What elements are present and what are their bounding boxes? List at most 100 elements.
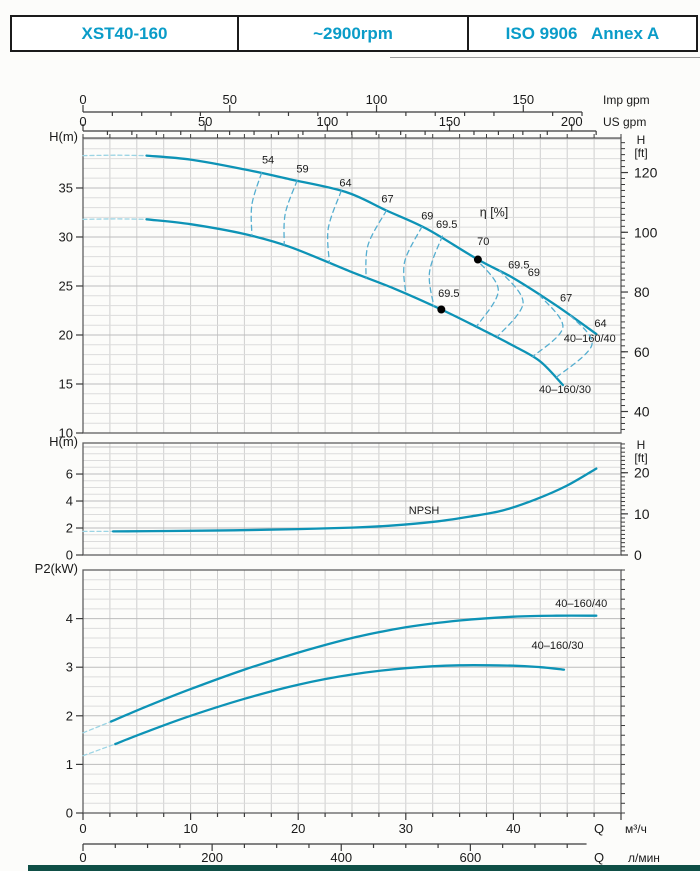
- efficiency-contour-64: [326, 190, 342, 264]
- m3h-tick-label: 20: [291, 821, 305, 836]
- m3h-tick-label: 0: [79, 821, 86, 836]
- curve-label-NPSH: NPSH: [409, 505, 440, 517]
- y-tick-label: 0: [66, 548, 73, 563]
- y-tick-label: 3: [66, 660, 73, 675]
- efficiency-label: 69.5: [436, 219, 457, 231]
- y-tick-label: 10: [59, 426, 73, 441]
- y-tick-label: 30: [59, 229, 73, 244]
- lmin-tick-label: 600: [460, 850, 482, 865]
- imp-gpm-ruler-label: 0: [79, 92, 86, 107]
- y-tick-label: 2: [66, 708, 73, 723]
- lmin-q-label: Q: [594, 850, 604, 865]
- title-bar: XST40-160 ~2900rpm ISO 9906 Annex A: [10, 15, 698, 52]
- imp-gpm-ruler-label: 150: [512, 92, 534, 107]
- imp-gpm-ruler-label: 50: [223, 92, 237, 107]
- y-axis-label: H(m): [49, 129, 78, 144]
- imp-gpm-ruler-label: 100: [366, 92, 388, 107]
- y-tick-label: 20: [59, 327, 73, 342]
- efficiency-label: 67: [560, 293, 572, 305]
- efficiency-unit-label: η [%]: [480, 205, 509, 219]
- curve-40-160/30: [114, 664, 566, 746]
- y-tick-label: 35: [59, 180, 73, 195]
- right-tick-label: 20: [634, 465, 650, 481]
- pump-speed: ~2900rpm: [239, 17, 469, 50]
- m3h-tick-label: 30: [399, 821, 413, 836]
- footer-bar: [28, 865, 700, 871]
- lmin-unit-label: л/мин: [628, 851, 660, 865]
- curve-label-40-160/30: 40–160/30: [539, 384, 591, 396]
- efficiency-label: 67: [381, 194, 393, 206]
- efficiency-label: 64: [594, 318, 606, 330]
- efficiency-contour-67: [365, 209, 388, 280]
- us-gpm-ruler-label: 50: [198, 114, 212, 129]
- curve-40-160/40: [145, 154, 598, 336]
- curve-label-40-160/40: 40–160/40: [564, 333, 616, 345]
- efficiency-contour-69: [496, 269, 524, 338]
- right-axis-unit: H: [637, 133, 646, 147]
- scan-seam-line: [390, 57, 700, 58]
- efficiency-label: 69: [421, 210, 433, 222]
- panel-frame-npsh: [82, 442, 622, 556]
- m3h-q-label: Q: [594, 821, 604, 836]
- efficiency-contour-59: [283, 179, 298, 246]
- efficiency-label: 64: [339, 178, 351, 190]
- us-gpm-ruler-label: 100: [317, 114, 339, 129]
- us-gpm-ruler-label: 200: [561, 114, 583, 129]
- efficiency-contour-69.5: [428, 235, 444, 307]
- y-tick-label: 25: [59, 278, 73, 293]
- right-axis-unit: H: [637, 438, 646, 452]
- m3h-unit-label: м³/ч: [625, 822, 647, 836]
- bep-point: [437, 305, 446, 314]
- curve-40-160/30: [145, 218, 565, 387]
- right-tick-label: 0: [634, 547, 642, 563]
- imp-gpm-ruler-unit: Imp gpm: [603, 93, 650, 107]
- bep-point: [473, 255, 482, 264]
- efficiency-label: 69: [528, 267, 540, 279]
- us-gpm-ruler-label: 150: [439, 114, 461, 129]
- efficiency-contour-64: [554, 314, 593, 379]
- lmin-tick-label: 400: [330, 850, 352, 865]
- curve-lead-40-160/40: [82, 720, 112, 734]
- y-tick-label: 2: [66, 521, 73, 536]
- pump-model: XST40-160: [12, 17, 239, 50]
- curve-label-40-160/40: 40–160/40: [555, 598, 607, 610]
- right-tick-label: 100: [634, 224, 658, 240]
- efficiency-contour-69.5: [474, 256, 499, 327]
- y-tick-label: 0: [66, 806, 73, 821]
- curve-NPSH: [111, 467, 598, 533]
- us-gpm-ruler-label: 0: [79, 114, 86, 129]
- lmin-tick-label: 0: [79, 850, 86, 865]
- curve-lead-40-160/30: [82, 743, 116, 757]
- m3h-tick-label: 40: [506, 821, 520, 836]
- efficiency-contour-67: [532, 294, 564, 358]
- right-axis-unit: [ft]: [634, 451, 647, 465]
- efficiency-contour-69: [403, 226, 423, 295]
- right-axis-unit: [ft]: [634, 146, 647, 160]
- y-tick-label: 6: [66, 467, 73, 482]
- y-axis-label: P2(kW): [35, 561, 78, 576]
- m3h-tick-label: 10: [183, 821, 197, 836]
- test-standard: ISO 9906 Annex A: [505, 23, 660, 43]
- y-tick-label: 1: [66, 757, 73, 772]
- efficiency-contour-54: [250, 172, 263, 237]
- right-tick-label: 120: [634, 165, 658, 181]
- lmin-tick-label: 200: [201, 850, 223, 865]
- y-tick-label: 4: [66, 494, 73, 509]
- bep-label: 69.5: [438, 288, 459, 300]
- y-axis-label: H(m): [49, 434, 78, 449]
- us-gpm-ruler-unit: US gpm: [603, 115, 646, 129]
- right-tick-label: 10: [634, 506, 650, 522]
- y-tick-label: 15: [59, 376, 73, 391]
- right-tick-label: 80: [634, 284, 650, 300]
- y-tick-label: 4: [66, 611, 73, 626]
- bep-label: 70: [477, 236, 489, 248]
- efficiency-label: 69.5: [508, 259, 529, 271]
- efficiency-label: 54: [262, 154, 274, 166]
- efficiency-label: 59: [296, 163, 308, 175]
- curve-40-160/40: [109, 614, 598, 723]
- right-tick-label: 40: [634, 404, 650, 420]
- curve-label-40-160/30: 40–160/30: [532, 640, 584, 652]
- right-tick-label: 60: [634, 344, 650, 360]
